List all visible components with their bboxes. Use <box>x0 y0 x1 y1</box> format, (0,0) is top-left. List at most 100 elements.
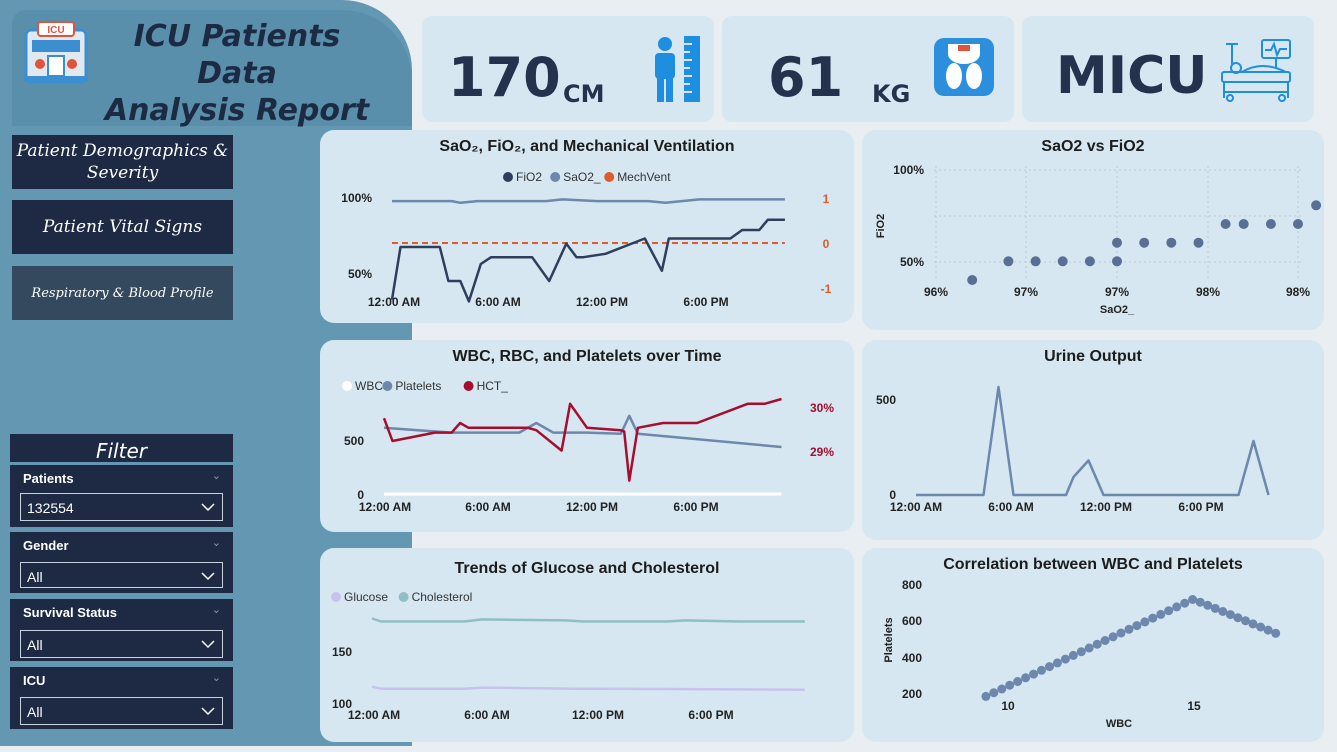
scatter-point <box>1172 602 1182 612</box>
weight-kpi-card: 61 KG <box>722 16 1014 122</box>
weighing-scale-icon <box>934 38 994 96</box>
blood-chart-card: WBC, RBC, and Platelets over Time WBC Pla… <box>320 340 854 532</box>
y-axis-label: Platelets <box>883 617 895 662</box>
y-tick-label: 29% <box>810 445 834 459</box>
scatter-point <box>1029 669 1039 679</box>
scatter-point <box>1233 613 1243 623</box>
nav-demographics-line-2: Severity <box>86 163 159 183</box>
scatter-point <box>1037 665 1046 675</box>
x-tick-label: 6:00 AM <box>464 708 510 722</box>
sao2-line <box>392 198 785 205</box>
legend-label-0: Glucose <box>344 590 388 604</box>
scatter-point <box>1060 654 1070 664</box>
y-axis-label: FiO2 <box>875 214 887 238</box>
scatter-point <box>1164 606 1174 616</box>
chevron-down-icon[interactable]: ⌄ <box>211 469 221 482</box>
ventilation-chart[interactable]: FiO2 SaO2_ MechVent 100% 50% 1 0 -1 12:00 AM 6:00… <box>320 130 854 323</box>
legend-marker-1 <box>398 592 409 602</box>
x-tick-label: 12:00 AM <box>359 500 411 514</box>
logo-text: ICU <box>47 25 64 36</box>
x-tick-label: 6:00 AM <box>475 295 521 309</box>
y-tick-label: 30% <box>810 401 834 415</box>
legend-marker-2 <box>463 381 474 391</box>
y-tick-label: 100% <box>893 163 924 177</box>
y-tick-label: 0 <box>889 488 896 502</box>
legend-label-2: HCT_ <box>477 379 509 393</box>
legend-label-2: MechVent <box>617 170 671 184</box>
nav-patient-demographics[interactable]: Patient Demographics & Severity <box>12 135 233 189</box>
scatter-point <box>1180 598 1190 608</box>
chevron-down-icon[interactable]: ⌄ <box>211 671 221 684</box>
scatter-point <box>1225 610 1235 620</box>
patients-slicer: Patients ⌄ 132554 <box>10 465 233 527</box>
y-tick-label: 100% <box>341 191 372 205</box>
x-tick-label: 97% <box>1105 285 1129 299</box>
patients-slicer-label: Patients <box>23 471 74 486</box>
height-measure-icon <box>655 36 700 102</box>
title-line-1: ICU Patients Data <box>133 19 341 91</box>
icu-type-value: MICU <box>1056 46 1208 106</box>
cholesterol-line <box>371 617 805 623</box>
x-tick-label: 12:00 PM <box>1080 500 1132 514</box>
survival-status-dropdown[interactable]: All <box>20 630 223 658</box>
x-tick-label: 12:00 AM <box>348 708 400 722</box>
height-value: 170 <box>448 46 561 109</box>
patients-dropdown[interactable]: 132554 <box>20 493 223 521</box>
scatter-point <box>1188 595 1198 604</box>
y-tick-label: 50% <box>900 255 924 269</box>
y-tick-label: 600 <box>902 614 922 628</box>
y-tick-label: 150 <box>332 645 352 659</box>
gender-dropdown[interactable]: All <box>20 562 223 588</box>
scatter-point <box>1013 677 1023 686</box>
icu-dropdown[interactable]: All <box>20 697 223 725</box>
scatter-point <box>1092 639 1102 649</box>
urine-output-chart[interactable]: 500 012:00 AM 6:00 AM 12:00 PM 6:00 PM <box>862 340 1324 540</box>
hospital-bed-monitor-icon <box>1221 39 1291 102</box>
x-tick-label: 6:00 PM <box>1178 500 1223 514</box>
chevron-down-icon[interactable]: ⌄ <box>211 603 221 616</box>
scatter-point <box>1166 237 1177 248</box>
scatter-point <box>1238 219 1249 229</box>
scatter-point <box>1139 237 1150 248</box>
icu-dropdown-value: All <box>27 704 43 720</box>
wbc-platelets-chart-title: Correlation between WBC and Platelets <box>943 556 1243 573</box>
patients-dropdown-value: 132554 <box>27 500 74 516</box>
wbc-platelets-scatter-chart[interactable]: 800 600 400 200 10 15 WBC Platelets <box>862 548 1324 742</box>
nav-respiratory-label: Respiratory & Blood Profile <box>31 285 214 301</box>
nav-patient-vital-signs[interactable]: Patient Vital Signs <box>12 200 233 254</box>
blood-cells-chart[interactable]: WBC Platelets HCT_ 500 0 30% 29% 12:00 AM 6:00 A… <box>320 340 854 532</box>
sao2-fio2-scatter-chart[interactable]: 100% 50% 96% 97% 97% 98% 98% SaO2_ FiO2 <box>862 130 1324 330</box>
x-axis-label: WBC <box>1106 718 1132 730</box>
scatter-point <box>1003 256 1014 267</box>
urine-chart-title: Urine Output <box>1044 348 1142 365</box>
scatter-point <box>1021 673 1031 683</box>
y-tick-label: 800 <box>902 578 922 592</box>
gender-dropdown-value: All <box>27 569 43 585</box>
survival-dropdown-value: All <box>27 637 43 653</box>
scatter-point <box>1195 597 1205 607</box>
icu-monitor-icon: ICU <box>24 21 88 84</box>
scatter-point <box>967 275 978 285</box>
chevron-down-icon[interactable]: ⌄ <box>211 536 221 549</box>
scatter-point <box>1256 622 1266 632</box>
nav-respiratory-blood-profile[interactable]: Respiratory & Blood Profile <box>12 266 233 320</box>
lipids-chart-title: Trends of Glucose and Cholesterol <box>454 560 720 577</box>
hct-line <box>382 397 782 482</box>
ventilation-chart-card: SaO₂, FiO₂, and Mechanical Ventilation F… <box>320 130 854 323</box>
sao2-fio2-chart-title: SaO2 vs FiO2 <box>1041 138 1145 155</box>
legend-marker-1 <box>550 172 561 182</box>
x-tick-label: 12:00 AM <box>368 295 420 309</box>
x-tick-label: 6:00 PM <box>688 708 733 722</box>
x-tick-label: 6:00 PM <box>673 500 718 514</box>
scatter-point <box>1220 219 1231 229</box>
scatter-point <box>1148 613 1158 623</box>
y-tick-label: 400 <box>902 651 922 665</box>
scatter-point <box>1241 616 1250 626</box>
scatter-point <box>997 684 1007 694</box>
urine-chart-card: Urine Output 500 0 12:00 AM 6:00 AM 12:00 PM… <box>862 340 1324 540</box>
legend-marker-0 <box>342 381 352 391</box>
glucose-line <box>371 685 805 691</box>
y-tick-label: 500 <box>344 434 364 448</box>
x-tick-label: 6:00 AM <box>465 500 511 514</box>
